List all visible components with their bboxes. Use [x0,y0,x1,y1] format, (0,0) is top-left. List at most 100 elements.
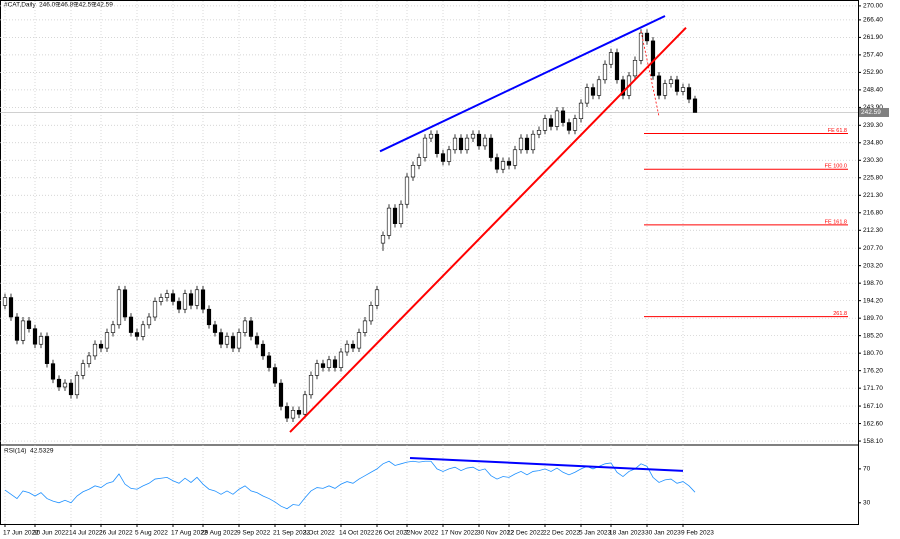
candle-body [44,336,50,364]
candle-body [302,394,308,415]
level-label: 261.8 [833,311,847,317]
x-tick-label: 7 Nov 2022 [405,530,439,537]
candle-body [476,133,482,147]
candle-body [446,149,452,162]
y-tick-label: 221.30 [863,192,883,199]
header-close: 242.59 [93,2,113,9]
candle-body [608,52,614,65]
y-tick-label: 180.70 [863,350,883,357]
candle-body [308,375,314,396]
candle-body [452,137,458,151]
header-high: 246.89 [57,2,77,9]
x-tick-label: 3 Oct 2022 [303,530,335,537]
candle-body [554,110,560,127]
candle-body [140,324,146,337]
candle-body [686,87,692,100]
candle-body [470,133,476,139]
candle-body [104,332,110,349]
candle-body [584,87,590,104]
y-tick-label: 270.00 [863,3,883,10]
candle-body [572,118,578,131]
y-tick-label: 207.70 [863,245,883,252]
candle-body [500,161,506,170]
x-tick-label: 5 Jan 2023 [579,530,612,537]
candle-body [662,83,668,96]
candle-body [344,343,350,353]
candle-body [290,410,296,419]
y-tick-label: 176.20 [863,367,883,374]
candle-body [362,320,368,333]
candle-body [62,382,68,388]
current-price-box [859,107,889,117]
candle-body [38,336,44,345]
x-tick-label: 21 Sep 2022 [273,530,310,537]
candle-body [80,363,86,376]
x-tick-label: 14 Jul 2022 [69,530,103,537]
candle-body [566,122,572,131]
x-tick-label: 22 Dec 2022 [543,530,580,537]
y-tick-label: 171.70 [863,385,883,392]
y-tick-label: 266.40 [863,17,883,24]
x-tick-label: 30 Jun 2022 [33,530,69,537]
candle-body [74,375,80,396]
y-tick-label: 216.80 [863,209,883,216]
candle-body [200,289,206,310]
candle-body [68,382,74,396]
candle-body [488,137,494,158]
candle-body [482,137,488,147]
candle-body [254,336,260,345]
candle-body [248,320,254,337]
candle-body [230,336,236,349]
y-tick-label: 189.70 [863,315,883,322]
indicator-last: 42.5329 [30,448,54,455]
candle-body [380,235,386,244]
candle-body [332,359,338,368]
candle-body [326,359,332,368]
y-tick-label: 167.10 [863,403,883,410]
y-tick-label: 203.20 [863,262,883,269]
candle-body [404,176,410,205]
header-open: 246.09 [39,2,59,9]
candle-body [620,79,626,96]
candle-body [356,332,362,349]
candle-body [266,355,272,368]
candle-body [188,293,194,306]
candle-body [638,32,644,61]
candle-body [392,207,398,224]
candle-body [548,118,554,127]
y-tick-label: 230.30 [863,157,883,164]
candle-body [206,308,212,326]
candle-body [410,165,416,178]
candle-body [242,320,248,333]
candle-body [86,355,92,364]
candle-body [164,293,170,298]
indicator-trendline [409,456,684,472]
candle-body [542,118,548,131]
indicator-title: RSI(14) [4,448,26,455]
trendline [640,31,660,117]
candle-body [56,378,62,388]
y-tick-label: 257.40 [863,52,883,59]
candle-body [674,79,680,92]
candle-body [236,332,242,349]
y-tick-label: 239.30 [863,122,883,129]
x-tick-label: 9 Sep 2022 [237,530,271,537]
candle-body [524,137,530,151]
y-tick-label: 158.10 [863,438,883,445]
candle-body [176,301,182,310]
candle-body [590,87,596,96]
candle-body [8,297,14,318]
candle-body [128,316,134,333]
candle-body [506,161,512,166]
indicator-tick-label: 70 [863,466,871,473]
candle-body [434,133,440,154]
x-tick-label: 17 Jun 2022 [3,530,39,537]
candle-body [428,133,434,139]
candle-body [182,293,188,310]
candle-body [416,157,422,166]
candle-body [650,40,656,77]
candle-body [170,293,176,302]
y-tick-label: 212.30 [863,227,883,234]
